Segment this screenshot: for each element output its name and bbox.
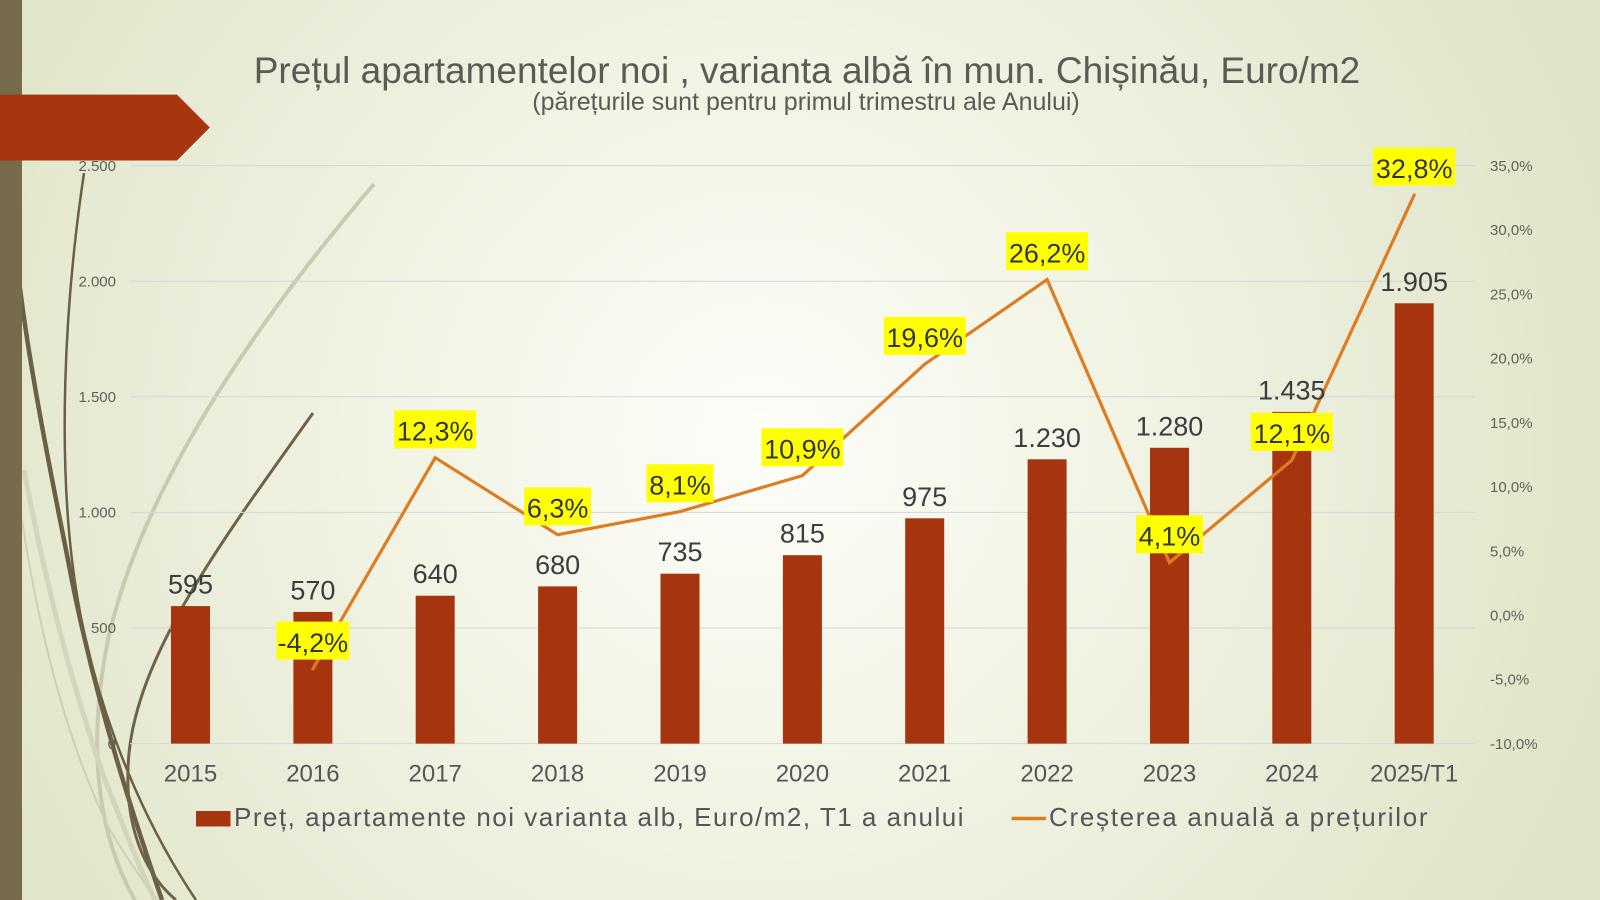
svg-text:26,2%: 26,2%	[1009, 239, 1086, 269]
svg-text:12,1%: 12,1%	[1254, 419, 1331, 449]
svg-text:15,0%: 15,0%	[1490, 415, 1533, 432]
svg-text:20,0%: 20,0%	[1490, 351, 1533, 368]
svg-text:1.435: 1.435	[1258, 375, 1326, 405]
svg-text:680: 680	[535, 550, 580, 580]
svg-text:815: 815	[780, 519, 825, 549]
svg-text:595: 595	[168, 570, 213, 600]
svg-text:1.230: 1.230	[1013, 423, 1081, 453]
svg-text:19,6%: 19,6%	[886, 323, 963, 353]
svg-text:2020: 2020	[776, 760, 829, 787]
svg-text:1.500: 1.500	[78, 389, 116, 406]
svg-text:2016: 2016	[286, 760, 339, 787]
svg-text:4,1%: 4,1%	[1139, 522, 1201, 552]
svg-text:32,8%: 32,8%	[1376, 154, 1453, 184]
svg-text:2024: 2024	[1265, 760, 1318, 787]
svg-text:(părețurile sunt pentru primul: (părețurile sunt pentru primul trimestru…	[532, 88, 1079, 116]
svg-text:0,0%: 0,0%	[1490, 608, 1524, 625]
svg-text:2025/T1: 2025/T1	[1370, 760, 1458, 787]
svg-text:2.500: 2.500	[78, 158, 116, 175]
svg-text:2.000: 2.000	[78, 273, 116, 290]
svg-text:0: 0	[108, 736, 116, 753]
svg-text:975: 975	[902, 482, 947, 512]
svg-text:2015: 2015	[164, 760, 217, 787]
svg-text:2023: 2023	[1143, 760, 1196, 787]
svg-text:2018: 2018	[531, 760, 584, 787]
svg-text:2019: 2019	[653, 760, 706, 787]
svg-text:-4,2%: -4,2%	[278, 628, 349, 658]
svg-text:-5,0%: -5,0%	[1490, 672, 1529, 689]
svg-text:10,9%: 10,9%	[764, 435, 841, 465]
svg-text:Creșterea anuală a prețurilor: Creșterea anuală a prețurilor	[1049, 802, 1429, 832]
svg-text:2022: 2022	[1020, 760, 1073, 787]
svg-text:2017: 2017	[409, 760, 462, 787]
svg-text:35,0%: 35,0%	[1490, 158, 1533, 175]
svg-text:735: 735	[657, 537, 702, 567]
svg-text:6,3%: 6,3%	[527, 494, 589, 524]
svg-text:30,0%: 30,0%	[1490, 222, 1533, 239]
svg-text:640: 640	[413, 559, 458, 589]
svg-text:2021: 2021	[898, 760, 951, 787]
svg-text:1.000: 1.000	[78, 505, 116, 522]
svg-text:5,0%: 5,0%	[1490, 543, 1524, 560]
svg-text:12,3%: 12,3%	[397, 417, 474, 447]
svg-text:570: 570	[290, 575, 335, 605]
svg-text:1.280: 1.280	[1136, 411, 1204, 441]
svg-text:Prețul apartamentelor noi , va: Prețul apartamentelor noi , varianta alb…	[254, 50, 1360, 91]
svg-text:1.905: 1.905	[1380, 267, 1448, 297]
svg-text:25,0%: 25,0%	[1490, 286, 1533, 303]
svg-text:8,1%: 8,1%	[649, 471, 711, 501]
svg-text:Preț, apartamente noi varianta: Preț, apartamente noi varianta alb, Euro…	[234, 802, 965, 832]
svg-text:10,0%: 10,0%	[1490, 479, 1533, 496]
svg-text:500: 500	[91, 620, 116, 637]
svg-text:-10,0%: -10,0%	[1490, 736, 1538, 753]
